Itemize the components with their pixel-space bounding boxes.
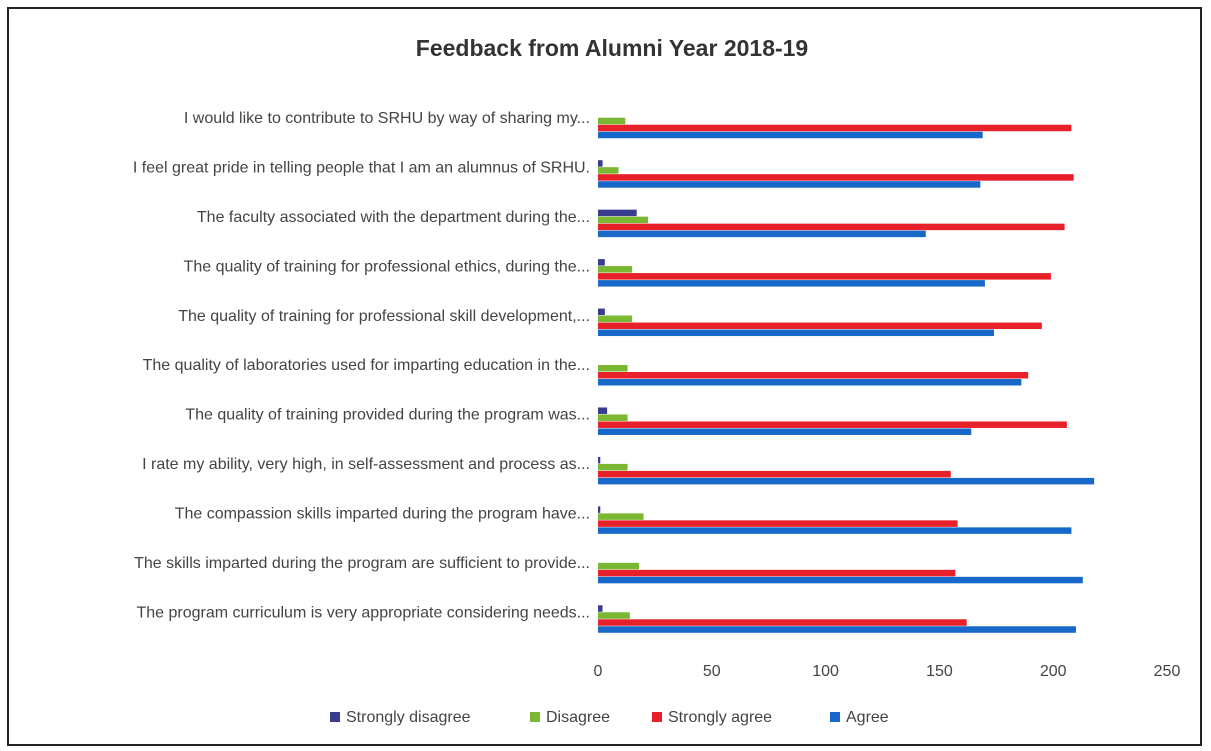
bar [598,576,1083,584]
bar [598,428,972,435]
category-label: I would like to contribute to SRHU by wa… [184,110,590,127]
bar [598,456,601,464]
bar [598,626,1076,633]
category-label: The quality of training for professional… [184,258,590,275]
bar [598,513,644,520]
legend-swatch [330,712,340,722]
legend-label: Strongly disagree [346,709,471,726]
bar [598,477,1095,485]
bar [598,470,951,478]
bar [598,527,1072,534]
bar [598,520,958,527]
bar [598,259,605,266]
bar [598,506,601,513]
category-label: The compassion skills imparted during th… [175,506,590,523]
bar [598,160,603,167]
bar [598,421,1067,428]
bar [598,329,995,337]
legend-swatch [530,712,540,722]
x-tick-label: 0 [594,663,603,680]
bar [598,280,985,287]
category-label: The quality of laboratories used for imp… [143,357,590,374]
bar [598,612,630,619]
x-tick-label: 200 [1040,663,1067,680]
category-label: The quality of training provided during … [185,407,590,424]
chart-title: Feedback from Alumni Year 2018-19 [416,35,808,61]
bar [598,209,637,217]
legend-swatch [652,712,662,722]
bar [598,124,1072,132]
bar [598,562,639,570]
legend-label: Disagree [546,709,610,726]
category-label: The faculty associated with the departme… [197,209,590,226]
bar [598,167,619,174]
bar [598,216,649,224]
bar [598,372,1029,379]
legend-label: Agree [846,709,889,726]
bar [598,463,628,471]
bar [598,308,605,316]
x-tick-label: 50 [703,663,721,680]
category-label: I rate my ability, very high, in self-as… [142,456,590,473]
bar [598,266,633,273]
bar [598,605,603,612]
x-tick-label: 150 [926,663,953,680]
bar [598,414,628,421]
category-label: The skills imparted during the program a… [134,555,590,572]
bar [598,273,1051,280]
bar [598,619,967,626]
category-label: The quality of training for professional… [178,308,590,325]
category-label: The program curriculum is very appropria… [136,604,590,621]
bar [598,131,983,139]
legend-swatch [830,712,840,722]
legend-label: Strongly agree [668,709,772,726]
bar [598,117,626,125]
bar [598,365,628,372]
bar [598,315,633,323]
x-tick-label: 100 [812,663,839,680]
bar [598,230,926,238]
bar [598,181,981,188]
bar [598,174,1074,181]
bar [598,379,1022,386]
bar [598,322,1042,330]
bar [598,407,608,414]
category-label: I feel great pride in telling people tha… [133,159,590,176]
x-tick-label: 250 [1154,663,1181,680]
bar [598,569,956,577]
bar [598,223,1065,231]
